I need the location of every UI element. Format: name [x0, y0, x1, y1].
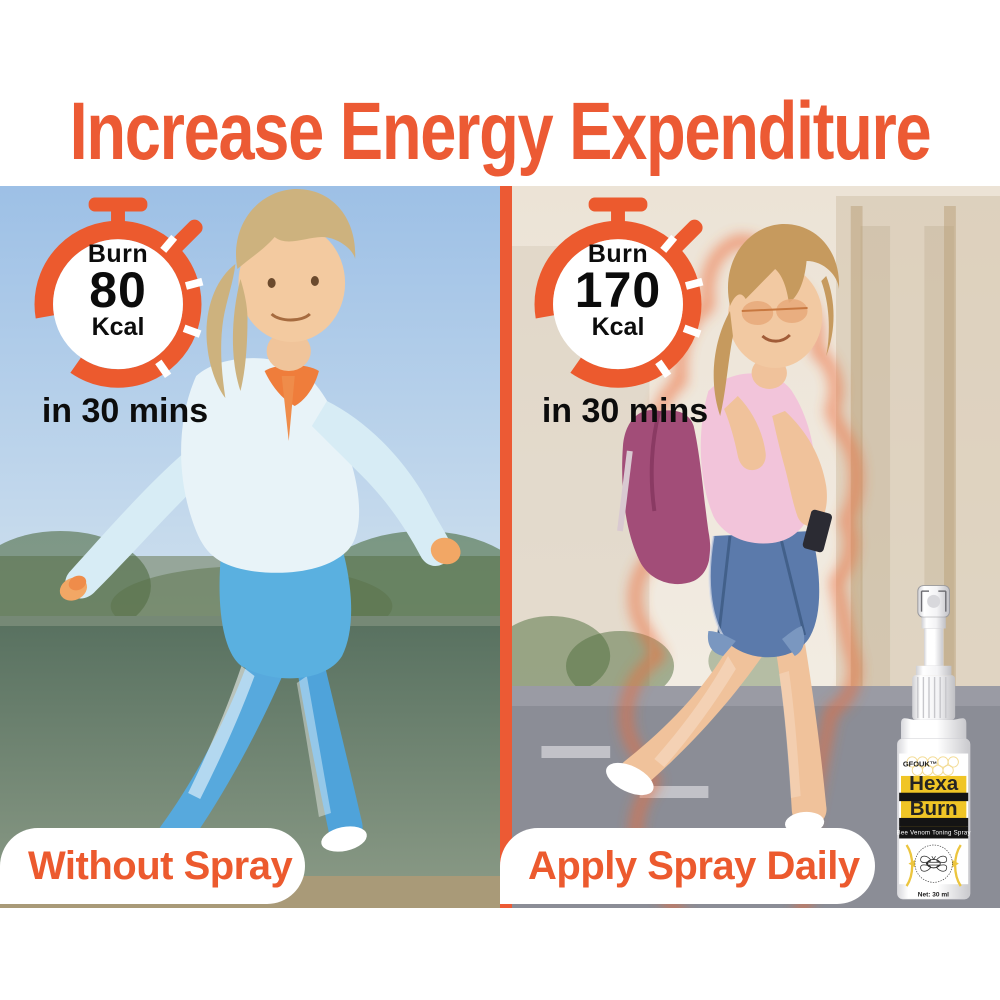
- svg-text:Hexa: Hexa: [909, 772, 959, 795]
- svg-text:Burn: Burn: [910, 797, 958, 820]
- svg-text:GFOUK™: GFOUK™: [903, 760, 937, 769]
- svg-text:Net: 30 ml: Net: 30 ml: [918, 891, 949, 898]
- svg-text:Bee Venom Toning Spray: Bee Venom Toning Spray: [897, 831, 972, 837]
